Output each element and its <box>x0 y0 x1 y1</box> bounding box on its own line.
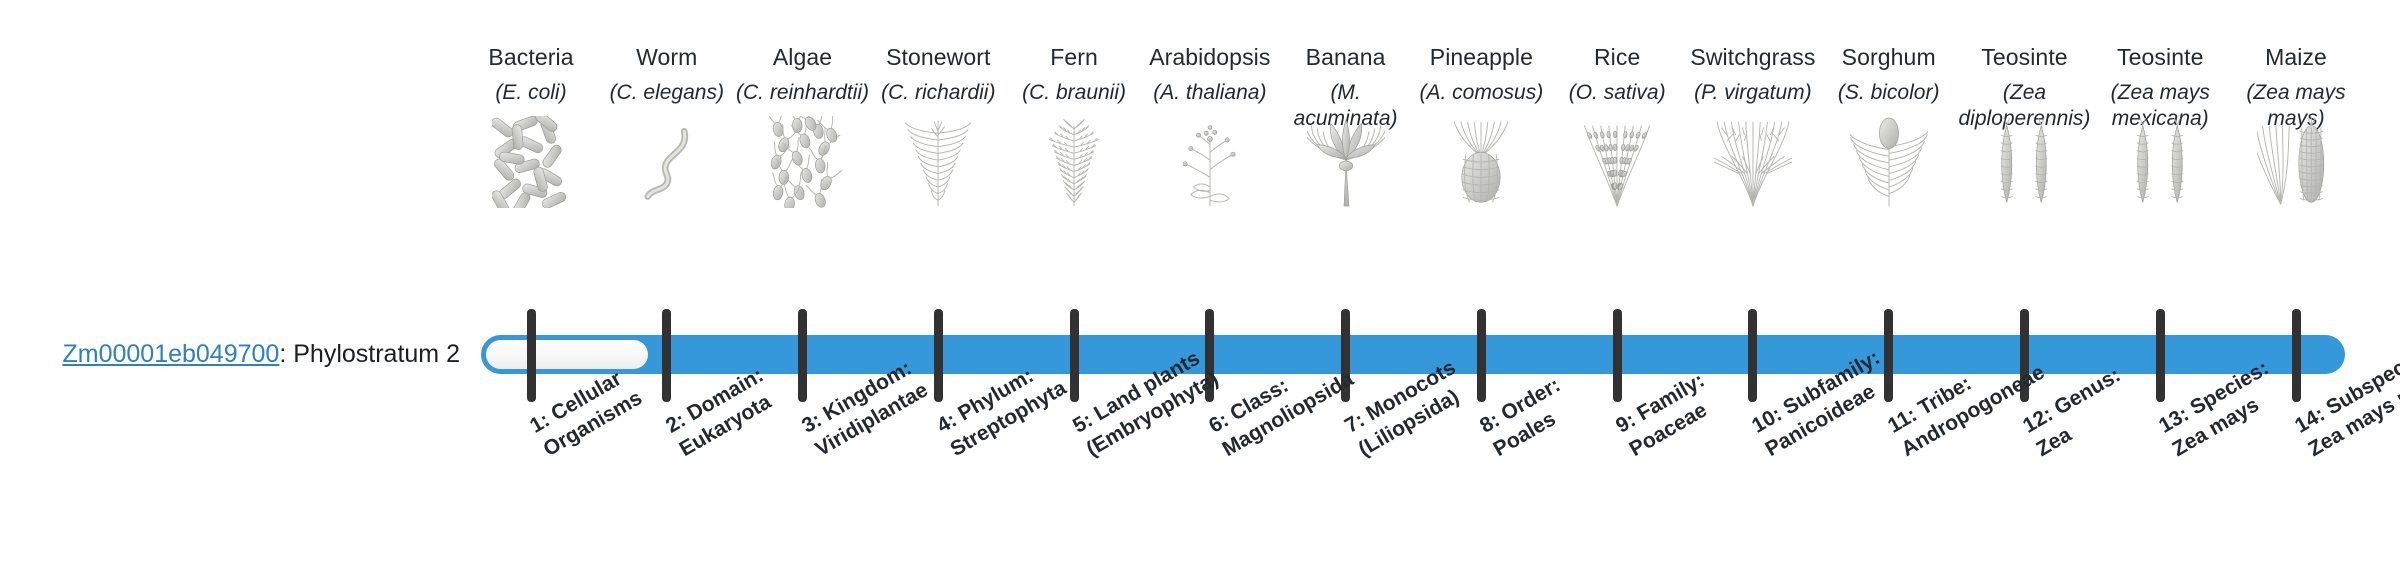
arabidopsis-icon <box>1171 116 1249 208</box>
maize-icon <box>2257 116 2335 208</box>
species-common-name: Arabidopsis <box>1149 44 1271 70</box>
species-column-5: Fern (C. braunii) <box>1006 44 1142 207</box>
bacteria-icon <box>492 116 570 208</box>
rank-label-11: 11: Tribe: Andropogoneae <box>1883 360 2049 462</box>
species-scientific-name: (E. coli) <box>495 81 567 104</box>
rank-label-10: 10: Subfamily: Panicoideae <box>1747 345 1884 462</box>
species-common-name: Switchgrass <box>1690 44 1816 70</box>
species-scientific-name: (C. elegans) <box>609 81 724 104</box>
gene-phylostratum-label: Zm00001eb049700: Phylostratum 2 <box>40 338 460 370</box>
species-scientific-name: (S. bicolor) <box>1837 81 1940 104</box>
banana-icon <box>1306 116 1385 208</box>
species-scientific-name: (O. sativa) <box>1568 81 1666 104</box>
species-column-10: Switchgrass (P. virgatum) <box>1685 44 1821 207</box>
species-column-6: Arabidopsis (A. thaliana) <box>1142 44 1278 207</box>
species-column-3: Algae (C. reinhardtii) <box>735 44 871 208</box>
rank-label-13: 13: Species: Zea mays <box>2155 356 2273 462</box>
species-column-13: Teosinte (Zea mays mexicana) <box>2092 44 2228 204</box>
species-common-name: Algae <box>772 44 833 70</box>
species-column-7: Banana (M. acuminata) <box>1278 44 1414 207</box>
species-scientific-name: (P. virgatum) <box>1694 81 1812 104</box>
species-column-14: Maize (Zea mays mays) <box>2228 44 2364 205</box>
species-column-4: Stonewort (C. richardii) <box>870 44 1006 207</box>
rank-label-3: 3: Kingdom: Viridiplantae <box>797 356 932 462</box>
phylostratum-value-text: Phylostratum 2 <box>293 340 460 368</box>
worm-icon <box>628 116 706 208</box>
rank-label-12: 12: Genus: Zea <box>2019 363 2125 462</box>
species-common-name: Maize <box>2265 44 2327 70</box>
species-common-name: Banana <box>1305 44 1386 70</box>
rank-label-4: 4: Phylum: Streptophyta <box>933 364 1071 462</box>
species-scientific-name: (C. reinhardtii) <box>736 81 870 104</box>
species-common-name: Pineapple <box>1429 44 1533 70</box>
species-common-name: Sorghum <box>1841 44 1936 70</box>
teosinte-icon <box>1985 116 2063 208</box>
species-column-8: Pineapple (A. comosus) <box>1413 44 1549 203</box>
species-scientific-name: (Zea mays mexicana) <box>2110 81 2210 130</box>
rank-label-1: 1: Cellular Organisms <box>526 366 647 462</box>
species-common-name: Stonewort <box>886 44 991 70</box>
species-common-name: Worm <box>636 44 698 70</box>
species-scientific-name: (C. richardii) <box>881 81 996 104</box>
species-common-name: Teosinte <box>1981 44 2068 70</box>
teosinte-icon <box>2121 116 2199 208</box>
species-scientific-name: (C. braunii) <box>1022 81 1127 104</box>
gene-id-link[interactable]: Zm00001eb049700 <box>62 340 280 368</box>
rank-label-9: 9: Family: Poaceae <box>1612 368 1711 462</box>
gene-label-separator: : <box>279 340 294 368</box>
species-scientific-name: (Zea diploperennis) <box>1958 81 2091 130</box>
rice-icon <box>1578 116 1656 208</box>
species-scientific-name: (M. acuminata) <box>1293 81 1398 130</box>
rank-label-2: 2: Domain: Eukaryota <box>661 363 775 462</box>
species-common-name: Teosinte <box>2117 44 2204 70</box>
rank-label-7: 7: Monocots (Liliopsida) <box>1340 355 1463 462</box>
rank-label-8: 8: Order: Poales <box>1476 373 1565 462</box>
pineapple-icon <box>1442 116 1520 208</box>
sorghum-icon <box>1849 116 1928 208</box>
switchgrass-icon <box>1713 116 1792 208</box>
species-common-name: Bacteria <box>488 44 574 70</box>
fern-icon <box>1035 116 1113 208</box>
species-scientific-name: (A. comosus) <box>1419 81 1544 104</box>
stonewort-icon <box>899 116 977 208</box>
algae-icon <box>764 116 842 208</box>
rank-label-14: 14: Subspecies: Zea mays mays <box>2291 337 2400 462</box>
species-common-name: Rice <box>1593 44 1641 70</box>
species-column-11: Sorghum (S. bicolor) <box>1821 44 1957 207</box>
species-column-12: Teosinte (Zea diploperennis) <box>1956 44 2092 204</box>
species-column-1: Bacteria (E. coli) <box>463 44 599 208</box>
species-common-name: Fern <box>1050 44 1098 70</box>
species-column-9: Rice (O. sativa) <box>1549 44 1685 207</box>
timeline-tick-1[interactable] <box>526 309 536 402</box>
species-column-2: Worm (C. elegans) <box>599 44 735 200</box>
species-scientific-name: (A. thaliana) <box>1153 81 1267 104</box>
